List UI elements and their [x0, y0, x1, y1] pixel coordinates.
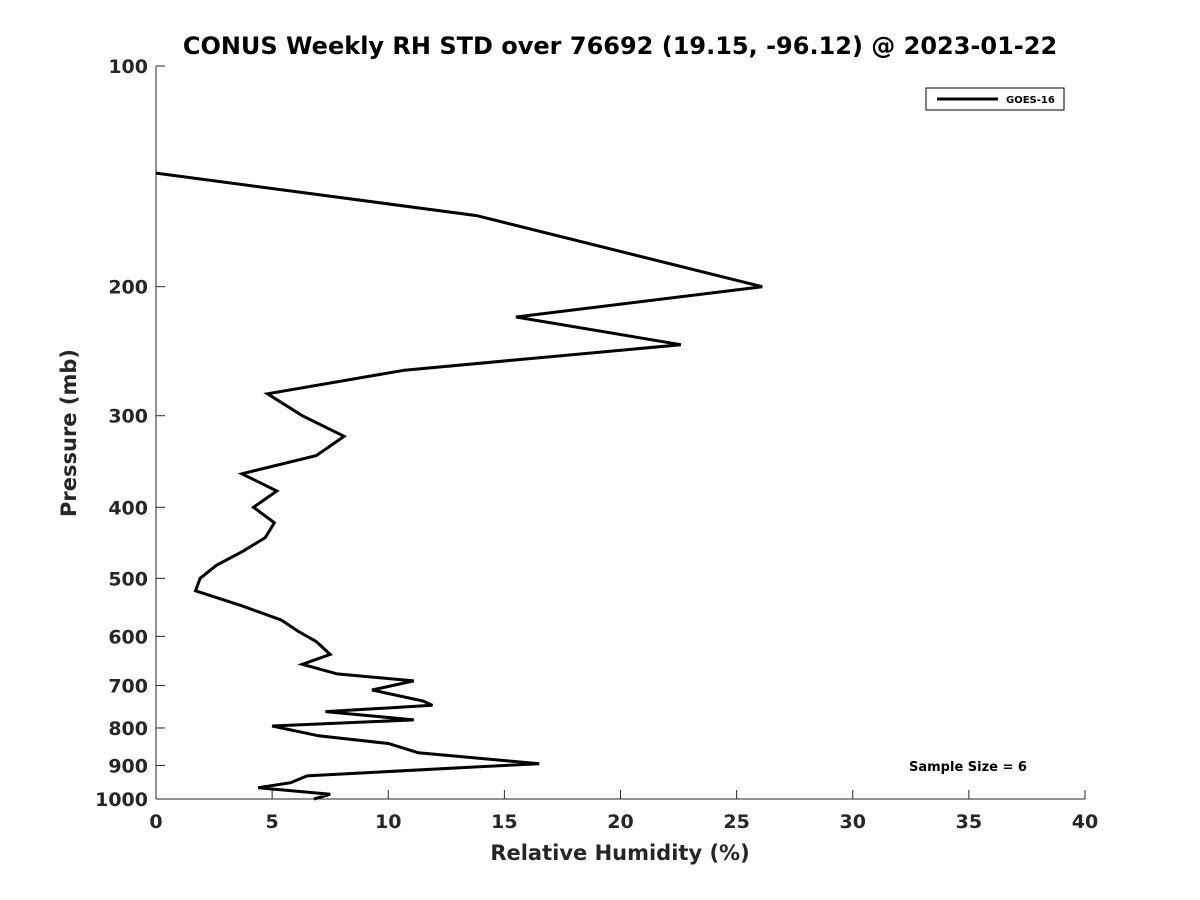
- series-line-goes-16: [155, 171, 763, 801]
- y-tick-label: 400: [108, 497, 148, 519]
- x-tick-label: 5: [266, 811, 279, 833]
- tick-labels: 0 5 10 15 20 25 30 35 40 100 200 300 400 500 600 700 800…: [95, 56, 1098, 833]
- x-axis-label: Relative Humidity (%): [490, 841, 749, 865]
- y-tick-label: 1000: [95, 789, 148, 811]
- y-axis-label: Pressure (mb): [57, 349, 81, 517]
- y-tick-label: 100: [108, 56, 148, 78]
- series-group: [155, 171, 763, 801]
- chart-title: CONUS Weekly RH STD over 76692 (19.15, -…: [183, 32, 1057, 60]
- y-tick-label: 500: [108, 568, 148, 590]
- x-tick-label: 15: [491, 811, 517, 833]
- y-tick-label: 600: [108, 626, 148, 648]
- x-tick-label: 25: [723, 811, 749, 833]
- x-tick-label: 30: [840, 811, 866, 833]
- x-tick-label: 40: [1072, 811, 1098, 833]
- legend-label-goes-16: GOES-16: [1006, 95, 1055, 106]
- y-tick-label: 800: [108, 718, 148, 740]
- x-tick-label: 35: [956, 811, 982, 833]
- x-tick-label: 10: [375, 811, 401, 833]
- sample-size-annotation: Sample Size = 6: [909, 760, 1027, 775]
- plot-axes: [155, 65, 1086, 800]
- x-tick-label: 0: [149, 811, 162, 833]
- x-tick-label: 20: [607, 811, 633, 833]
- y-tick-label: 700: [108, 675, 148, 697]
- y-tick-label: 900: [108, 755, 148, 777]
- legend: GOES-16: [925, 87, 1065, 111]
- y-tick-label: 200: [108, 277, 148, 299]
- y-tick-label: 300: [108, 406, 148, 428]
